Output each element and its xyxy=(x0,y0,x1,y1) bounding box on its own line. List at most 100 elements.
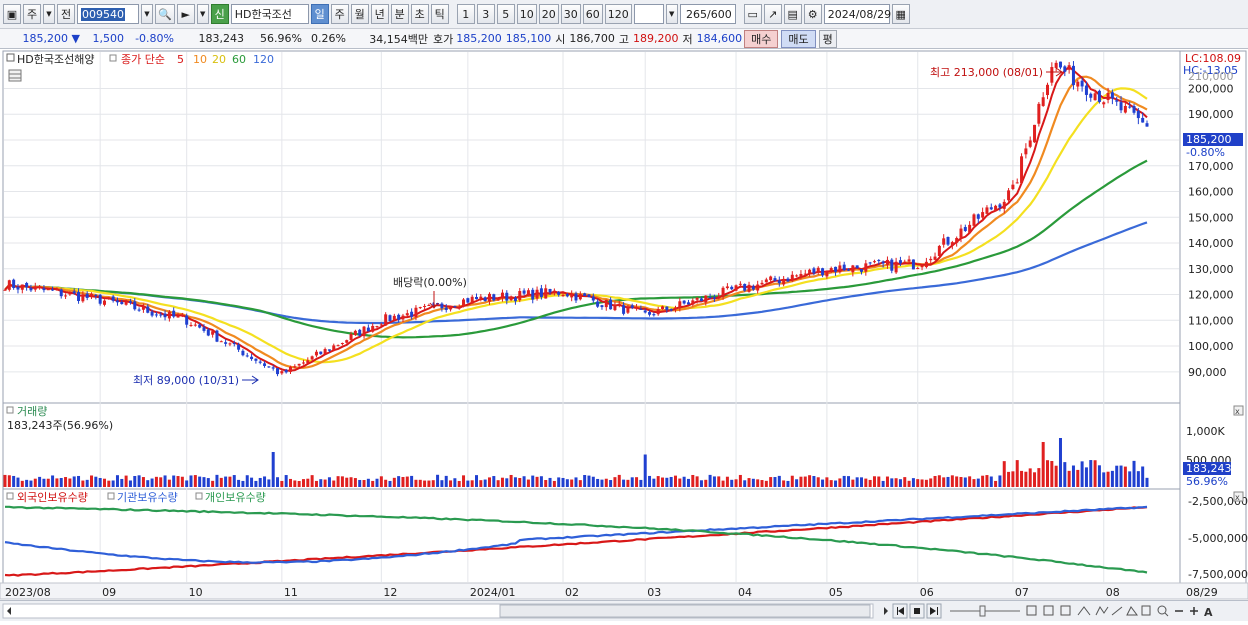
candle-body xyxy=(734,285,738,291)
candle-body xyxy=(206,329,210,336)
line-draw-icon[interactable] xyxy=(1111,606,1123,616)
zoom-slider-thumb[interactable] xyxy=(979,605,986,617)
interval-dropdown-icon[interactable]: ▼ xyxy=(665,4,678,24)
candle-body xyxy=(366,327,370,332)
table-icon[interactable] xyxy=(8,69,22,82)
candle-body xyxy=(630,305,634,308)
volume-bar xyxy=(686,478,690,487)
toolbar: ▣ 주 ▼ 전 009540 ▼ 🔍 ► ▼ 신 HD한국조선 일 주 월 년 … xyxy=(0,0,1248,29)
split-icon[interactable] xyxy=(1060,605,1071,616)
scroll-left-icon[interactable] xyxy=(7,607,11,615)
volume-bar xyxy=(258,477,262,487)
candle-body xyxy=(185,315,189,325)
interval-button-3[interactable]: 10 xyxy=(516,4,537,24)
tab-period-4[interactable]: 분 xyxy=(390,4,409,24)
volume-bar xyxy=(522,476,526,487)
holding-close-glyph: x xyxy=(1235,493,1240,502)
candle-body xyxy=(172,310,176,317)
volume-bar xyxy=(998,475,1002,487)
speaker-dropdown-icon[interactable]: ▼ xyxy=(196,4,209,24)
search-icon[interactable]: 🔍 xyxy=(155,4,175,24)
interval-button-4[interactable]: 20 xyxy=(538,4,559,24)
zoom-icon[interactable] xyxy=(1157,605,1167,615)
stock-name-field[interactable]: HD한국조선 xyxy=(230,4,309,24)
candle-body xyxy=(133,301,137,310)
volume-bar xyxy=(756,479,760,487)
candle-body xyxy=(202,327,206,331)
period-select[interactable]: 주 xyxy=(23,4,41,24)
candle-type-icon[interactable]: ▭ xyxy=(743,4,762,24)
date-input[interactable]: 2024/08/29 xyxy=(823,4,891,24)
buy-button[interactable]: 매수 xyxy=(744,29,779,48)
triangle-draw-icon[interactable] xyxy=(1126,606,1138,616)
candle-body xyxy=(881,261,885,264)
font-size-icon[interactable]: A xyxy=(1204,606,1213,619)
volume-bar xyxy=(777,475,781,487)
interval-button-1[interactable]: 3 xyxy=(476,4,495,24)
volume-bar xyxy=(392,477,396,487)
sell-button[interactable]: 매도 xyxy=(781,29,816,48)
volume-bar xyxy=(388,480,392,487)
count-input[interactable]: 265/600 xyxy=(679,4,736,24)
window-icon[interactable]: ▣ xyxy=(3,4,21,24)
volume-bar xyxy=(245,475,249,487)
speaker-icon[interactable]: ► xyxy=(176,4,195,24)
scroll-thumb[interactable] xyxy=(499,604,871,618)
flat-button-label: 평 xyxy=(822,32,833,46)
volume-legend-box-icon xyxy=(6,406,14,414)
stock-code-input[interactable]: 009540 xyxy=(77,4,139,24)
overlay-icon[interactable] xyxy=(1043,605,1054,616)
prev-button[interactable]: 전 xyxy=(57,4,75,24)
volume-bar xyxy=(206,478,210,487)
volume-bar xyxy=(353,478,357,487)
interval-custom-input[interactable] xyxy=(633,4,664,24)
candle-body xyxy=(198,324,202,328)
save-icon[interactable]: ▤ xyxy=(783,4,802,24)
candle-body xyxy=(890,259,894,271)
volume-bar xyxy=(561,477,565,487)
tab-period-6[interactable]: 틱 xyxy=(430,4,449,24)
volume-bar xyxy=(431,480,435,487)
compare-icon[interactable] xyxy=(1026,605,1037,616)
wave-icon[interactable] xyxy=(1095,606,1109,616)
tab-period-0[interactable]: 일 xyxy=(310,4,329,24)
interval-button-6[interactable]: 60 xyxy=(582,4,603,24)
interval-button-0[interactable]: 1 xyxy=(456,4,475,24)
candle-body xyxy=(751,286,755,290)
tab-period-3[interactable]: 년 xyxy=(370,4,389,24)
zoom-in-icon[interactable] xyxy=(1190,607,1198,615)
calendar-icon[interactable]: ▦ xyxy=(891,4,910,24)
period-dropdown-icon[interactable]: ▼ xyxy=(43,4,55,24)
tab-period-2[interactable]: 월 xyxy=(350,4,369,24)
scroll-right-icon[interactable] xyxy=(884,607,888,615)
volume-bar xyxy=(708,474,712,487)
tab-period-5[interactable]: 초 xyxy=(410,4,429,24)
line-tool-icon[interactable]: ↗ xyxy=(763,4,782,24)
candle-body xyxy=(725,286,729,289)
interval-button-2[interactable]: 5 xyxy=(496,4,515,24)
interval-button-7[interactable]: 120 xyxy=(604,4,632,24)
volume-bar xyxy=(898,479,902,487)
candle-body xyxy=(600,305,604,308)
volume-close-icon[interactable] xyxy=(1233,405,1244,416)
x-axis-label: 08 xyxy=(1106,586,1120,599)
volume-value: 183,243 xyxy=(198,32,245,45)
trend-icon[interactable] xyxy=(1077,606,1091,616)
candle-body xyxy=(405,313,409,316)
candle-body xyxy=(7,280,11,290)
volume-bar xyxy=(1011,471,1015,487)
candle-body xyxy=(747,284,751,292)
volume-bar xyxy=(626,479,630,487)
stock-label: HD한국조선해양 xyxy=(17,52,94,66)
candle-body xyxy=(414,307,418,318)
gear-icon[interactable]: ⚙ xyxy=(803,4,822,24)
volume-bar xyxy=(115,475,119,487)
candle-body xyxy=(855,265,859,268)
flat-button[interactable]: 평 xyxy=(818,29,837,48)
code-dropdown-icon[interactable]: ▼ xyxy=(141,4,153,24)
tab-period-1[interactable]: 주 xyxy=(330,4,349,24)
holding-close-icon[interactable] xyxy=(1233,491,1244,502)
stock-chart[interactable]: HD한국조선해양 종가 단순 5 10 20 60 120 최고 213,000… xyxy=(0,50,1248,600)
interval-button-5[interactable]: 30 xyxy=(560,4,581,24)
eraser-icon[interactable] xyxy=(1141,605,1151,616)
